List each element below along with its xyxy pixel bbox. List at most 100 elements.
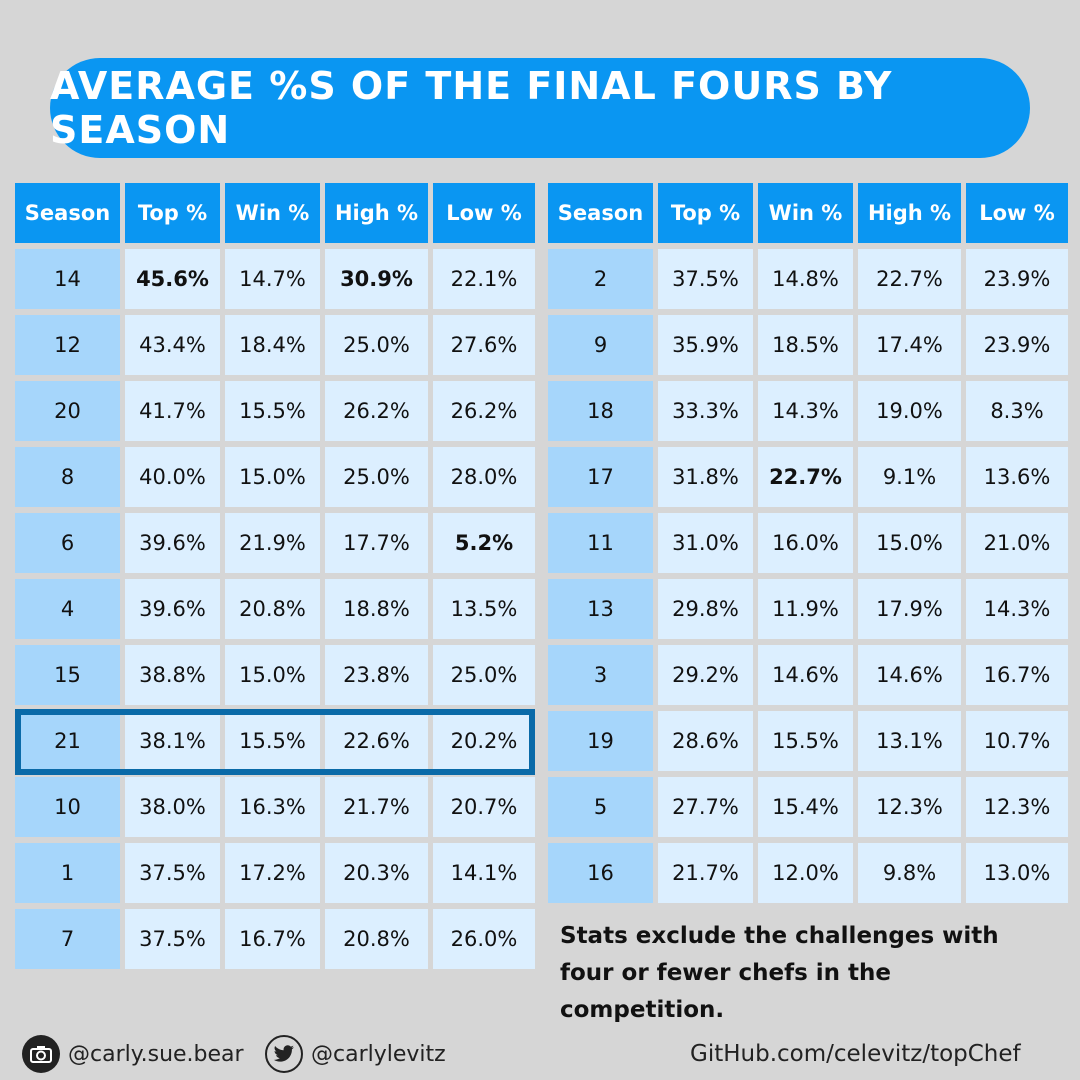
season-cell: 11 — [548, 513, 653, 573]
top-pct-cell: 29.2% — [658, 645, 753, 705]
win-pct-cell: 22.7% — [758, 447, 853, 507]
season-cell: 18 — [548, 381, 653, 441]
column-header-top: Top % — [125, 183, 220, 243]
high-pct-cell: 23.8% — [325, 645, 428, 705]
low-pct-cell: 14.1% — [433, 843, 535, 903]
low-pct-cell: 13.0% — [966, 843, 1068, 903]
win-pct-cell: 15.0% — [225, 645, 320, 705]
column-header-low: Low % — [966, 183, 1068, 243]
top-pct-cell: 38.8% — [125, 645, 220, 705]
season-cell: 16 — [548, 843, 653, 903]
win-pct-cell: 14.3% — [758, 381, 853, 441]
top-pct-cell: 31.0% — [658, 513, 753, 573]
column-header-season: Season — [15, 183, 120, 243]
low-pct-cell: 13.5% — [433, 579, 535, 639]
low-pct-cell: 20.7% — [433, 777, 535, 837]
season-cell: 7 — [15, 909, 120, 969]
season-cell: 6 — [15, 513, 120, 573]
season-cell: 19 — [548, 711, 653, 771]
win-pct-cell: 16.7% — [225, 909, 320, 969]
top-pct-cell: 27.7% — [658, 777, 753, 837]
top-pct-cell: 29.8% — [658, 579, 753, 639]
low-pct-cell: 8.3% — [966, 381, 1068, 441]
season-cell: 8 — [15, 447, 120, 507]
win-pct-cell: 17.2% — [225, 843, 320, 903]
win-pct-cell: 14.8% — [758, 249, 853, 309]
high-pct-cell: 20.3% — [325, 843, 428, 903]
high-pct-cell: 22.6% — [325, 711, 428, 771]
high-pct-cell: 14.6% — [858, 645, 961, 705]
high-pct-cell: 17.7% — [325, 513, 428, 573]
season-cell: 15 — [15, 645, 120, 705]
season-cell: 14 — [15, 249, 120, 309]
high-pct-cell: 9.1% — [858, 447, 961, 507]
season-cell: 20 — [15, 381, 120, 441]
low-pct-cell: 13.6% — [966, 447, 1068, 507]
top-pct-cell: 28.6% — [658, 711, 753, 771]
high-pct-cell: 13.1% — [858, 711, 961, 771]
win-pct-cell: 15.5% — [225, 711, 320, 771]
high-pct-cell: 25.0% — [325, 315, 428, 375]
column-header-win: Win % — [225, 183, 320, 243]
top-pct-cell: 33.3% — [658, 381, 753, 441]
top-pct-cell: 40.0% — [125, 447, 220, 507]
twitter-handle-group[interactable]: @carlylevitz — [265, 1032, 446, 1076]
win-pct-cell: 11.9% — [758, 579, 853, 639]
column-header-top: Top % — [658, 183, 753, 243]
win-pct-cell: 12.0% — [758, 843, 853, 903]
win-pct-cell: 15.5% — [225, 381, 320, 441]
win-pct-cell: 16.0% — [758, 513, 853, 573]
season-cell: 5 — [548, 777, 653, 837]
low-pct-cell: 22.1% — [433, 249, 535, 309]
low-pct-cell: 16.7% — [966, 645, 1068, 705]
top-pct-cell: 37.5% — [658, 249, 753, 309]
low-pct-cell: 10.7% — [966, 711, 1068, 771]
instagram-handle-group[interactable]: @carly.sue.bear — [22, 1032, 244, 1076]
win-pct-cell: 15.5% — [758, 711, 853, 771]
twitter-handle[interactable]: @carlylevitz — [311, 1041, 446, 1067]
season-cell: 10 — [15, 777, 120, 837]
high-pct-cell: 12.3% — [858, 777, 961, 837]
top-pct-cell: 35.9% — [658, 315, 753, 375]
win-pct-cell: 18.4% — [225, 315, 320, 375]
top-pct-cell: 37.5% — [125, 909, 220, 969]
column-header-low: Low % — [433, 183, 535, 243]
instagram-handle[interactable]: @carly.sue.bear — [68, 1041, 244, 1067]
low-pct-cell: 23.9% — [966, 249, 1068, 309]
top-pct-cell: 39.6% — [125, 513, 220, 573]
high-pct-cell: 22.7% — [858, 249, 961, 309]
top-pct-cell: 45.6% — [125, 249, 220, 309]
top-pct-cell: 38.1% — [125, 711, 220, 771]
win-pct-cell: 14.7% — [225, 249, 320, 309]
top-pct-cell: 38.0% — [125, 777, 220, 837]
camera-icon — [22, 1035, 60, 1073]
github-link[interactable]: GitHub.com/celevitz/topChef — [690, 1041, 1021, 1067]
season-cell: 17 — [548, 447, 653, 507]
high-pct-cell: 19.0% — [858, 381, 961, 441]
low-pct-cell: 20.2% — [433, 711, 535, 771]
season-cell: 13 — [548, 579, 653, 639]
season-cell: 3 — [548, 645, 653, 705]
low-pct-cell: 27.6% — [433, 315, 535, 375]
high-pct-cell: 17.9% — [858, 579, 961, 639]
high-pct-cell: 9.8% — [858, 843, 961, 903]
column-header-win: Win % — [758, 183, 853, 243]
high-pct-cell: 15.0% — [858, 513, 961, 573]
win-pct-cell: 16.3% — [225, 777, 320, 837]
top-pct-cell: 21.7% — [658, 843, 753, 903]
high-pct-cell: 17.4% — [858, 315, 961, 375]
low-pct-cell: 5.2% — [433, 513, 535, 573]
low-pct-cell: 12.3% — [966, 777, 1068, 837]
high-pct-cell: 21.7% — [325, 777, 428, 837]
high-pct-cell: 18.8% — [325, 579, 428, 639]
page-title: AVERAGE %S OF THE FINAL FOURS BY SEASON — [50, 58, 1030, 158]
column-header-high: High % — [858, 183, 961, 243]
season-cell: 9 — [548, 315, 653, 375]
column-header-high: High % — [325, 183, 428, 243]
top-pct-cell: 37.5% — [125, 843, 220, 903]
low-pct-cell: 23.9% — [966, 315, 1068, 375]
win-pct-cell: 14.6% — [758, 645, 853, 705]
low-pct-cell: 28.0% — [433, 447, 535, 507]
top-pct-cell: 39.6% — [125, 579, 220, 639]
low-pct-cell: 26.2% — [433, 381, 535, 441]
